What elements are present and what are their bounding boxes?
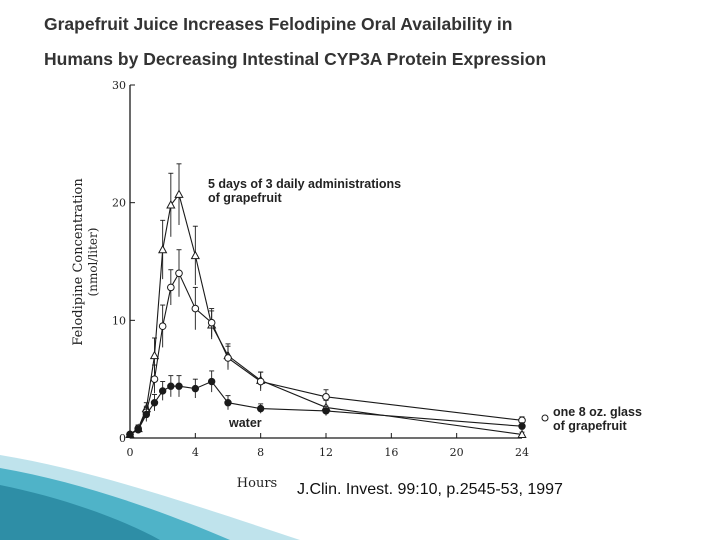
data-point xyxy=(158,387,167,395)
y-axis-label-line-2: (nmol/liter) xyxy=(86,228,100,297)
x-tick-label: 24 xyxy=(515,446,529,459)
data-point xyxy=(142,410,151,419)
y-axis-label-line-1: Felodipine Concentration xyxy=(71,178,86,346)
x-axis-label: Hours xyxy=(237,476,277,491)
x-tick-label: 20 xyxy=(450,446,464,459)
data-point xyxy=(517,429,527,438)
slide-title-line-2: Humans by Decreasing Intestinal CYP3A Pr… xyxy=(44,49,547,69)
data-point xyxy=(207,377,216,386)
data-point xyxy=(256,377,265,386)
data-point xyxy=(150,399,159,407)
data-point xyxy=(175,269,183,278)
annotation-five-days-line-1: 5 days of 3 daily administrations xyxy=(208,177,401,191)
data-point xyxy=(126,430,134,439)
annotation-one-glass-line-1: one 8 oz. glass xyxy=(553,405,642,419)
slide-swoosh-decoration xyxy=(0,455,300,540)
data-point xyxy=(175,382,183,390)
data-point xyxy=(167,283,175,292)
x-tick-label: 8 xyxy=(257,446,264,459)
data-point xyxy=(322,393,330,401)
data-point xyxy=(174,189,184,198)
chart-axes: 0 4 8 12 16 20 24 0 10 20 30 xyxy=(112,79,529,459)
y-tick-label: 0 xyxy=(119,432,126,445)
citation: J.Clin. Invest. 99:10, p.2545-53, 1997 xyxy=(297,481,563,498)
annotation-one-glass-line-2: of grapefruit xyxy=(553,419,627,433)
chart-series xyxy=(125,163,527,439)
data-point xyxy=(158,244,168,254)
data-point xyxy=(256,404,265,413)
chart-labels: Hours Felodipine Concentration (nmol/liter… xyxy=(71,177,642,491)
x-tick-label: 0 xyxy=(127,446,134,459)
data-point xyxy=(191,304,200,313)
x-tick-label: 4 xyxy=(192,446,199,459)
data-point xyxy=(207,318,216,327)
data-point xyxy=(518,422,526,430)
series-water xyxy=(126,370,526,439)
y-tick-label: 20 xyxy=(112,197,126,210)
data-point xyxy=(134,426,142,434)
data-point xyxy=(224,399,232,407)
data-point xyxy=(224,354,232,362)
data-point xyxy=(190,250,200,260)
annotation-five-days-line-2: of grapefruit xyxy=(208,191,282,205)
data-point xyxy=(150,375,159,383)
y-tick-label: 30 xyxy=(112,79,126,92)
annotation-water: water xyxy=(228,416,262,430)
x-tick-label: 12 xyxy=(319,446,333,459)
data-point xyxy=(158,322,167,331)
data-point xyxy=(149,350,160,360)
x-tick-label: 16 xyxy=(384,446,398,459)
legend-open-circle-marker xyxy=(541,414,549,422)
data-point xyxy=(167,382,175,390)
data-point xyxy=(191,384,200,393)
y-tick-label: 10 xyxy=(112,314,126,327)
data-point xyxy=(322,407,330,415)
slide-title-line-1: Grapefruit Juice Increases Felodipine Or… xyxy=(44,14,513,34)
data-point xyxy=(166,199,176,209)
